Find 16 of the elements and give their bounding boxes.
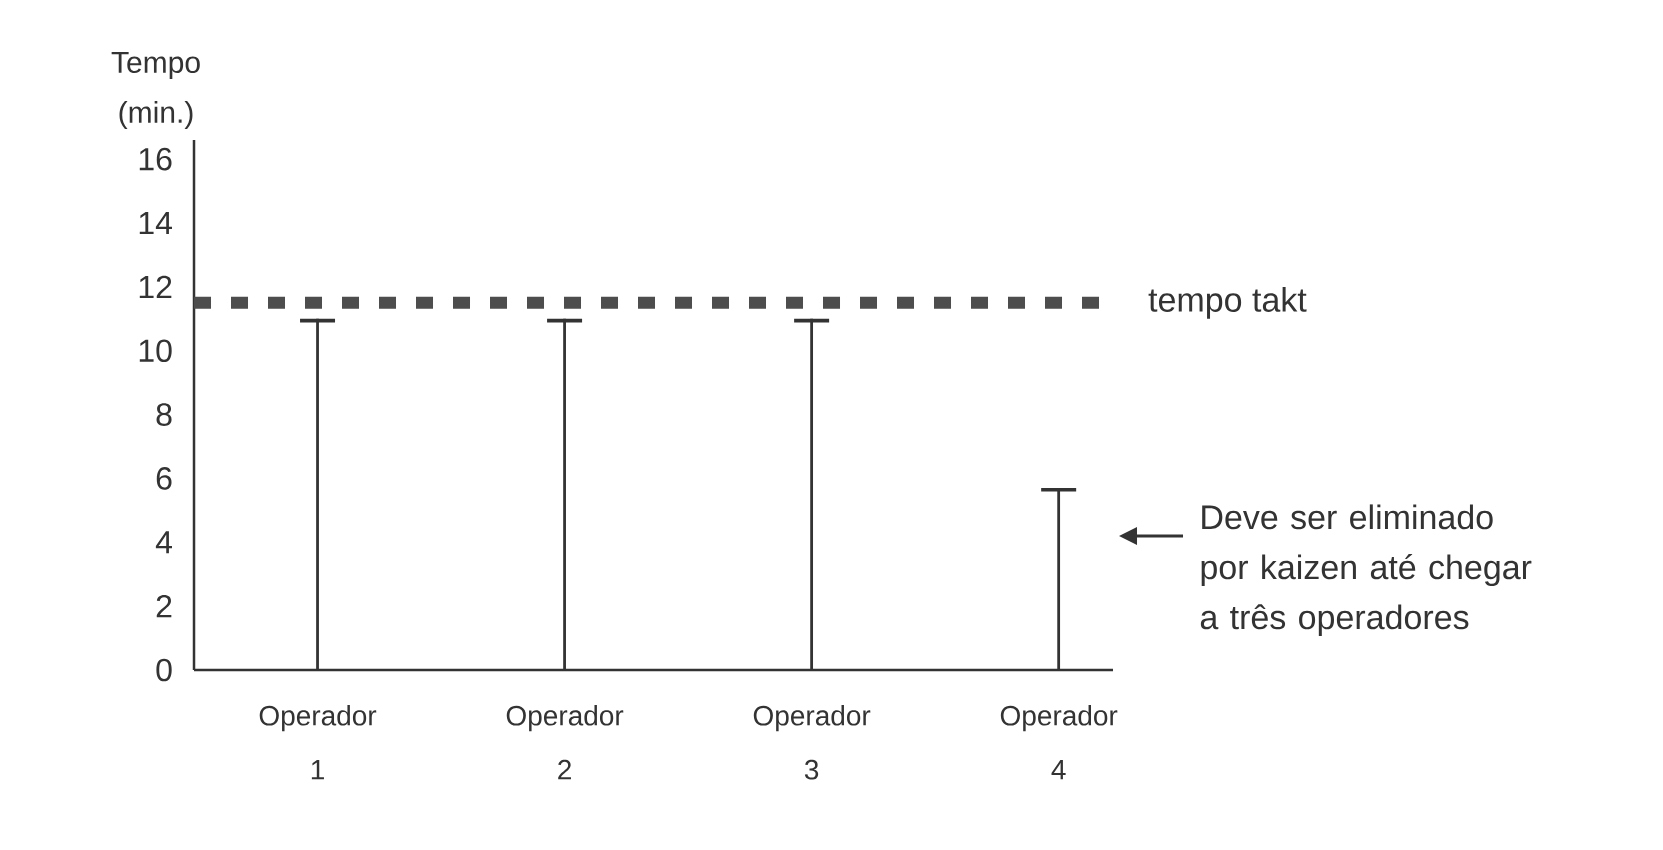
x-tick-label: Operador 1 [259,705,377,780]
y-tick-label: 10 [139,339,172,363]
y-tick-label: 4 [155,531,172,554]
y-tick-label: 16 [139,147,172,171]
y-tick-label: 6 [156,467,172,490]
y-axis-title: Tempo (min.) [111,52,200,129]
x-tick-label: Operador 3 [753,705,871,780]
y-tick-label: 12 [139,275,172,299]
x-tick-label: Operador 4 [1000,705,1118,780]
ref-line-label: tempo takt [1148,286,1307,319]
text: Deve ser eliminado por kaizen até chegar a três operadores [1200,504,1532,637]
y-tick-label: 8 [156,403,172,426]
y-tick-label: 14 [139,211,172,235]
y-tick-label: 2 [156,594,172,618]
y-tick-label: 0 [156,658,172,682]
x-tick-label: Operador 2 [506,705,624,780]
